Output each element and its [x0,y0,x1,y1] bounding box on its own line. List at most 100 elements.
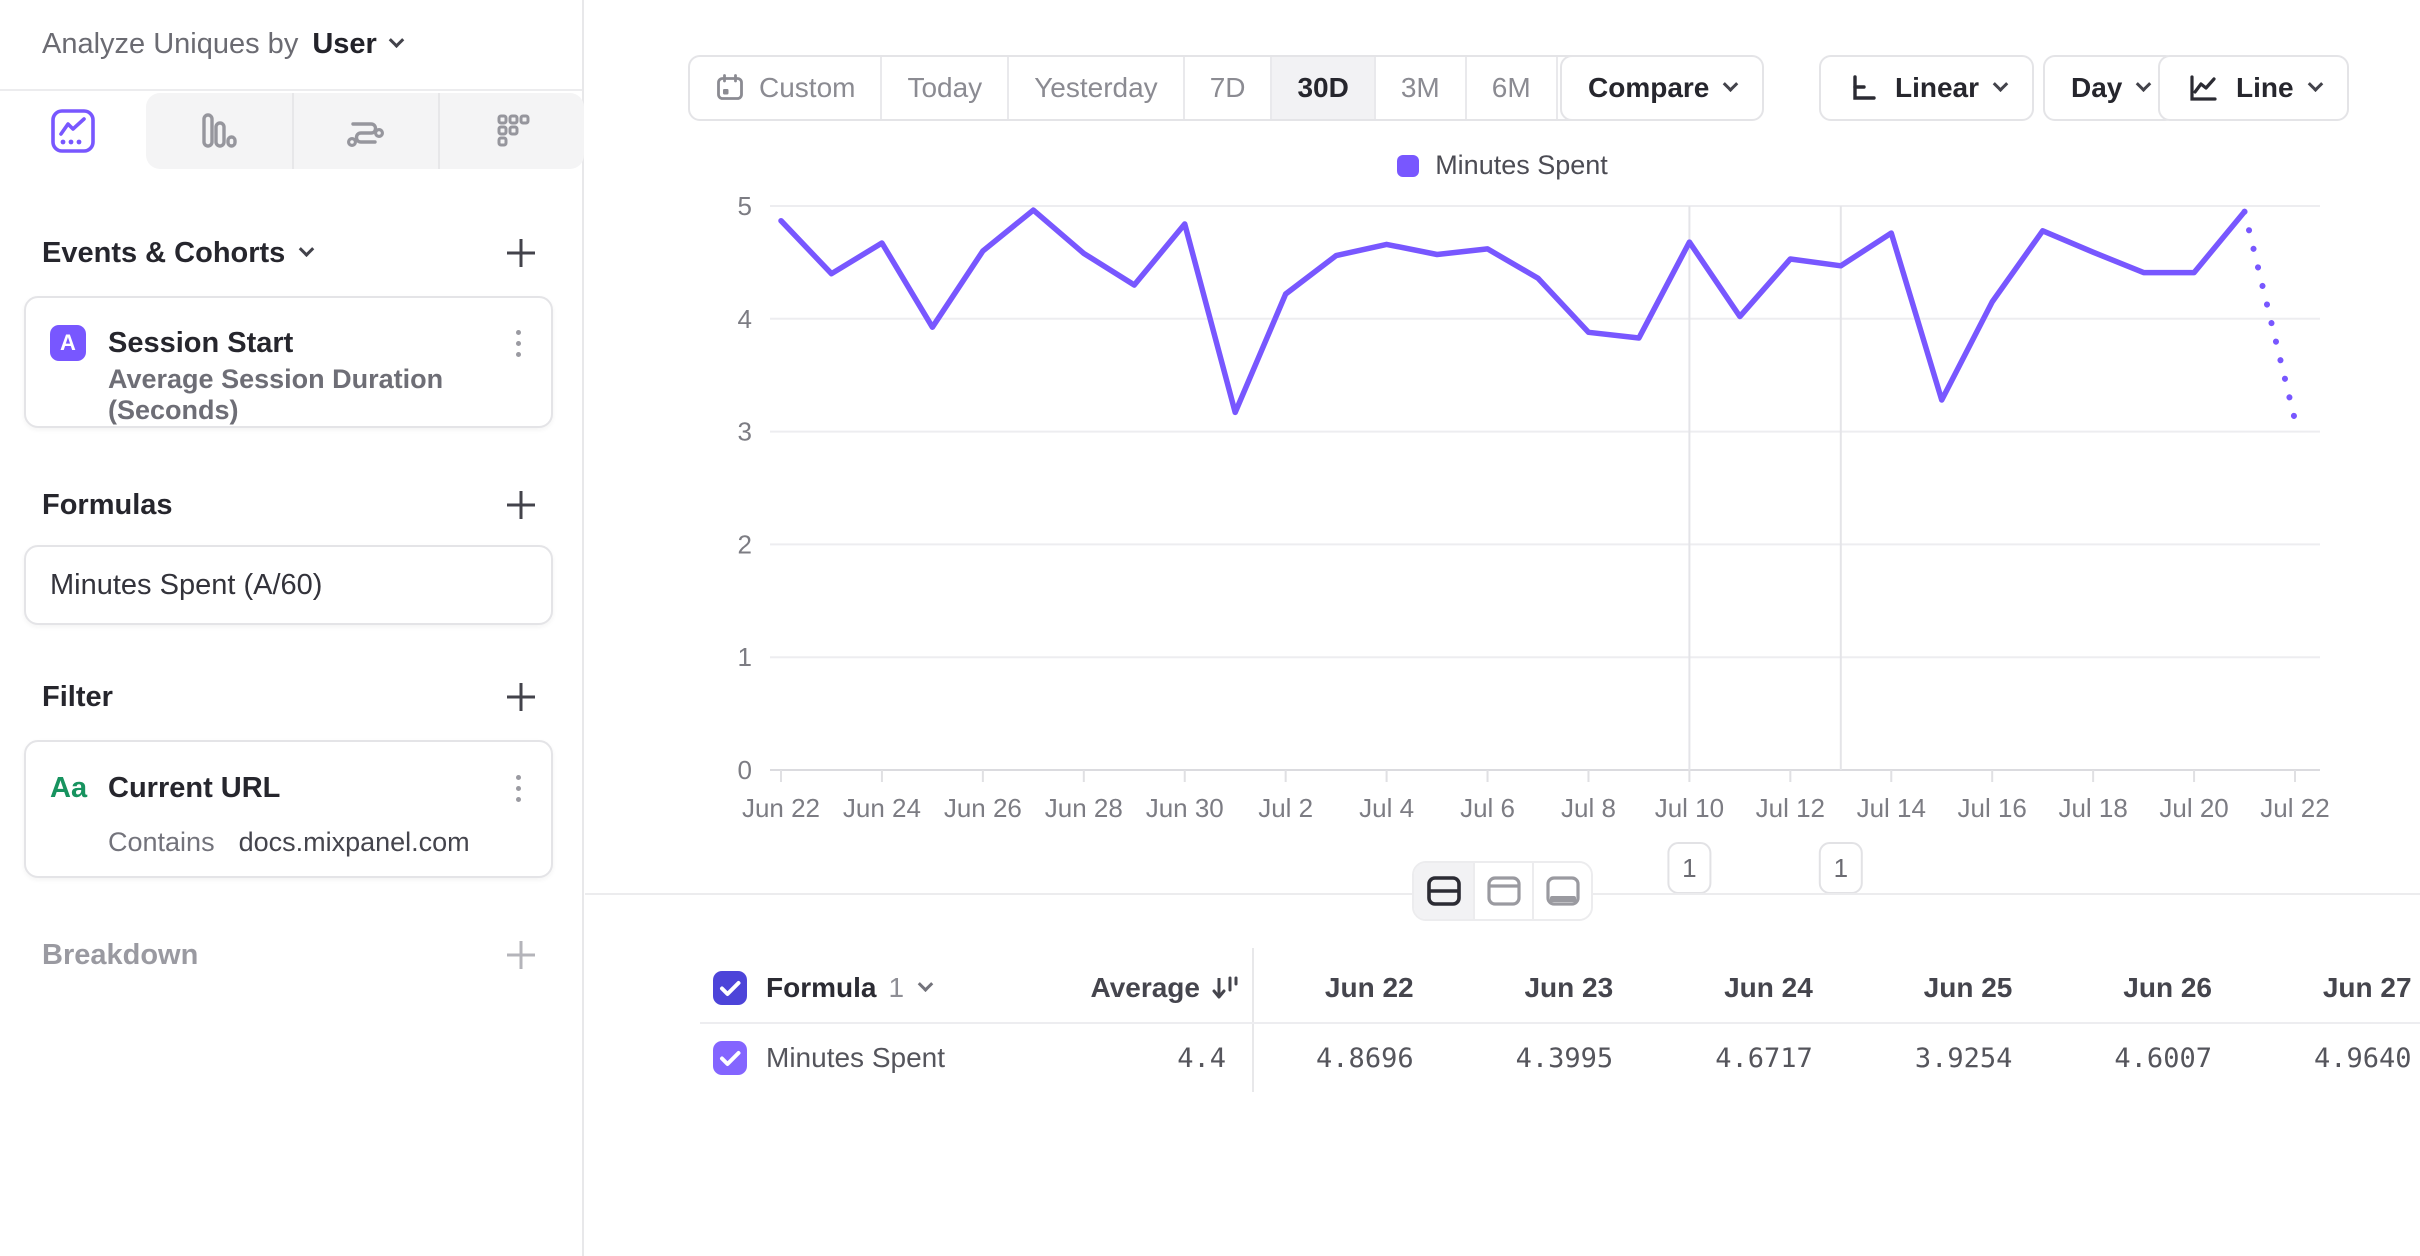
y-axis-label-2: 2 [738,529,752,559]
calendar-icon [717,74,743,100]
insights-line-icon [51,109,95,153]
layout-toggle-group [1412,861,1593,921]
chart-type-tabs [0,93,584,169]
add-breakdown-button[interactable] [504,938,538,972]
granularity-label: Day [2071,72,2123,103]
add-filter-button[interactable] [504,680,538,714]
filter-property-name[interactable]: Current URL [108,771,281,804]
events-cohorts-header: Events & Cohorts [42,228,538,278]
y-axis-label-5: 5 [738,191,752,221]
x-axis-label-Jun 24: Jun 24 [843,793,921,823]
table-group-header[interactable]: Formula 1 [766,966,934,1010]
date-column-header-jun-27[interactable]: Jun 27 [2322,972,2412,1003]
tab-bar-chart[interactable] [146,93,292,169]
date-range-today[interactable]: Today [880,57,1007,119]
breakdown-header: Breakdown [42,930,538,980]
x-axis-label-Jul 22: Jul 22 [2260,793,2329,823]
formula-name[interactable]: Minutes Spent (A/60) [50,568,323,601]
series-row-checkbox[interactable] [712,1040,748,1076]
filter-value[interactable]: docs.mixpanel.com [238,826,470,857]
event-name[interactable]: Session Start [108,326,294,359]
add-formula-button[interactable] [504,488,538,522]
x-axis-label-Jul 2: Jul 2 [1258,793,1313,823]
date-range-7d[interactable]: 7D [1182,57,1271,119]
date-range-label: 3M [1400,72,1440,103]
query-builder-sidebar: Analyze Uniques by User [0,0,584,1256]
compare-button[interactable]: Compare [1560,55,1765,121]
chart-only-view-icon [1486,876,1521,906]
chevron-down-icon[interactable] [388,32,405,49]
events-cohorts-title[interactable]: Events & Cohorts [42,236,315,270]
series-line-incomplete-segment [2241,208,2298,424]
date-range-30d[interactable]: 30D [1270,57,1374,119]
table-only-view-icon [1545,876,1580,906]
add-event-button[interactable] [504,236,538,270]
compare-label: Compare [1588,72,1710,103]
chevron-down-icon [1723,75,1739,92]
formula-group-checkbox[interactable] [712,970,748,1006]
kebab-menu-icon[interactable] [512,771,525,806]
date-range-custom[interactable]: Custom [690,57,880,119]
date-column-header-jun-24[interactable]: Jun 24 [1724,972,1813,1003]
date-range-6m[interactable]: 6M [1464,57,1556,119]
x-axis-label-Jul 10: Jul 10 [1655,793,1724,823]
date-column-header-jun-25[interactable]: Jun 25 [1923,972,2013,1003]
date-range-label: Custom [759,72,856,103]
formula-group-label: Formula [766,972,877,1003]
date-range-label: 30D [1297,72,1349,103]
line-chart[interactable]: 0 1 2 3 4 5 1 1 Jun 22 Jun 24 Jun 26 Jun 28 Jun 30 Ju… [585,95,2420,925]
layout-table-only-button[interactable] [1532,863,1591,919]
granularity-select[interactable]: Day [2043,55,2178,121]
events-cohorts-label: Events & Cohorts [42,236,286,269]
analyze-uniques-label: Analyze Uniques by [42,28,299,60]
tab-flow[interactable] [292,93,438,169]
metrics-grid-icon [497,114,530,147]
x-axis-label-Jun 30: Jun 30 [1146,793,1224,823]
annotation-count-Jul 10: 1 [1682,853,1696,883]
filter-operator[interactable]: Contains [108,826,215,857]
date-range-label: 7D [1209,72,1246,103]
table-column-divider [1252,948,1254,1092]
chart-type-select[interactable]: Line [2158,55,2349,121]
layout-chart-only-button[interactable] [1473,863,1532,919]
filter-title: Filter [42,680,113,713]
event-card-session-start[interactable]: A Session Start Average Session Duration… [24,296,553,428]
breakdown-title: Breakdown [42,938,199,971]
linear-axis-icon [1853,75,1876,100]
value-cell-jun-27: 4.9640 [2314,1042,2412,1074]
date-column-header-jun-22[interactable]: Jun 22 [1324,972,1414,1003]
series-line-minutes-spent[interactable] [778,207,2248,416]
x-axis-label-Jul 18: Jul 18 [2058,793,2127,823]
event-aggregation[interactable]: Average Session Duration (Seconds) [108,364,444,425]
x-axis-label-Jul 6: Jul 6 [1460,793,1515,823]
y-axis-label-4: 4 [738,304,752,334]
analyze-uniques-value[interactable]: User [312,28,377,60]
bar-chart-icon [202,113,237,148]
table-date-values: 4.8696 4.3995 4.6717 3.9254 4.6007 4.9640 [1252,1036,2420,1080]
line-chart-icon [2190,75,2217,101]
y-axis-label-0: 0 [738,755,752,785]
tab-metrics[interactable] [438,93,584,169]
date-column-header-jun-26[interactable]: Jun 26 [2123,972,2212,1003]
formulas-header: Formulas [42,480,538,530]
value-cell-jun-25: 3.9254 [1914,1042,2013,1074]
event-letter-badge: A [50,325,86,361]
series-row-label[interactable]: Minutes Spent [766,1042,945,1073]
flow-icon [346,122,384,148]
split-view-icon [1426,876,1461,906]
tab-insights-line[interactable] [0,93,146,169]
date-column-header-jun-23[interactable]: Jun 23 [1524,972,1614,1003]
date-range-3m[interactable]: 3M [1373,57,1465,119]
chevron-down-icon [2307,75,2323,92]
x-axis-label-Jul 12: Jul 12 [1756,793,1825,823]
scale-select[interactable]: Linear [1819,55,2035,121]
average-column-header[interactable]: Average [900,966,1240,1010]
date-range-yesterday[interactable]: Yesterday [1007,57,1183,119]
kebab-menu-icon[interactable] [512,326,525,361]
formula-card[interactable]: Minutes Spent (A/60) [24,545,553,625]
x-axis-label-Jul 14: Jul 14 [1857,793,1926,823]
layout-split-button[interactable] [1414,863,1473,919]
filter-card-current-url[interactable]: Aa Current URL Contains docs.mixpanel.co… [24,740,553,878]
x-axis-label-Jun 28: Jun 28 [1045,793,1123,823]
